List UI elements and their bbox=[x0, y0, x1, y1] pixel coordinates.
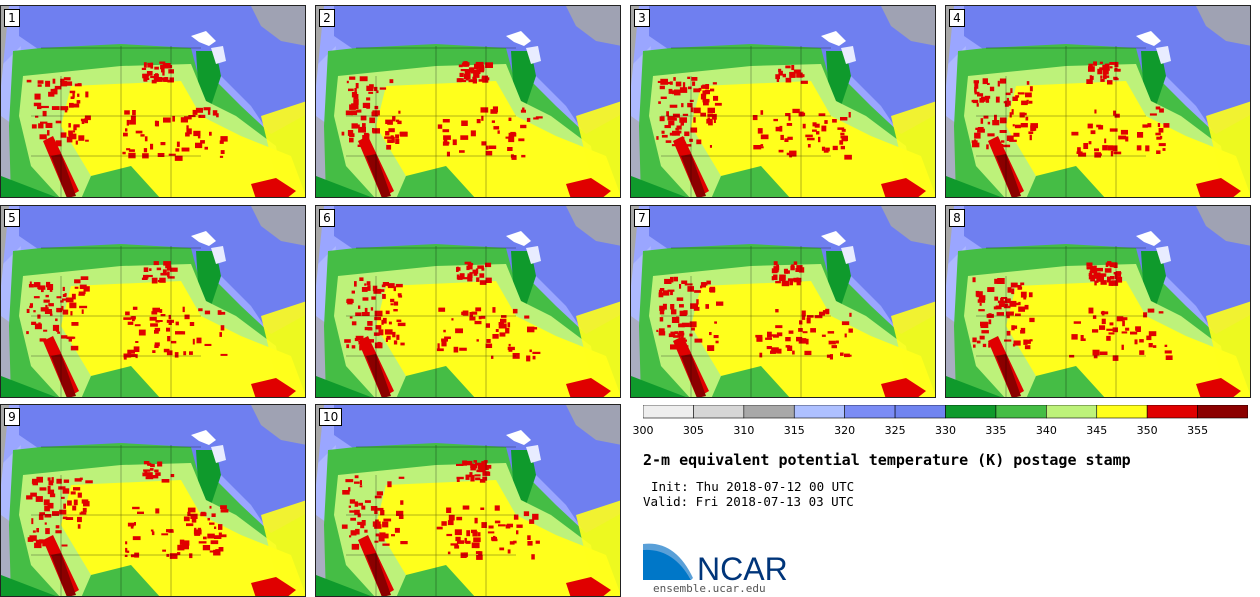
hot-spots bbox=[972, 261, 1173, 361]
member-map bbox=[946, 6, 1250, 197]
member-map bbox=[631, 6, 935, 197]
ensemble-member-panel: 3 bbox=[630, 5, 936, 198]
hot-spots bbox=[656, 261, 853, 360]
colorbar-segment bbox=[1146, 405, 1198, 419]
ncar-swoosh-icon bbox=[643, 549, 691, 580]
colorbar-tick-label: 350 bbox=[1136, 424, 1158, 437]
colorbar-tick-label: 330 bbox=[935, 424, 956, 437]
member-number-label: 10 bbox=[319, 408, 343, 426]
ensemble-member-panel: 9 bbox=[0, 404, 306, 597]
colorbar-segment bbox=[1197, 405, 1248, 419]
colorbar-tick-label: 305 bbox=[682, 424, 704, 437]
footer-url: ensemble.ucar.edu bbox=[653, 582, 766, 595]
hot-spots bbox=[26, 261, 228, 360]
colorbar-segment bbox=[894, 405, 946, 419]
colorbar-tick-label: 335 bbox=[985, 424, 1007, 437]
colorbar-tick-label: 320 bbox=[834, 424, 856, 437]
hot-spots bbox=[344, 261, 541, 362]
colorbar-tick-label: 345 bbox=[1086, 424, 1108, 437]
member-map bbox=[631, 206, 935, 397]
member-number-label: 4 bbox=[949, 9, 965, 27]
member-number-label: 9 bbox=[4, 408, 20, 426]
ensemble-member-panel: 5 bbox=[0, 205, 306, 398]
member-number-label: 3 bbox=[634, 9, 650, 27]
member-map bbox=[316, 206, 620, 397]
member-number-label: 2 bbox=[319, 9, 335, 27]
colorbar-tick-label: 310 bbox=[733, 424, 755, 437]
hot-spots bbox=[341, 61, 543, 160]
colorbar-tick-label: 340 bbox=[1035, 424, 1057, 437]
colorbar-segment bbox=[743, 405, 795, 419]
member-number-label: 7 bbox=[634, 209, 650, 227]
member-map bbox=[1, 6, 305, 197]
ensemble-member-panel: 8 bbox=[945, 205, 1251, 398]
member-number-label: 6 bbox=[319, 209, 335, 227]
colorbar-segment bbox=[693, 405, 745, 419]
hot-spots bbox=[26, 61, 228, 161]
colorbar-tick-label: 325 bbox=[884, 424, 906, 437]
member-map bbox=[1, 405, 305, 596]
ensemble-member-panel: 2 bbox=[315, 5, 621, 198]
colorbar-segment bbox=[1096, 405, 1148, 419]
ensemble-member-panel: 6 bbox=[315, 205, 621, 398]
chart-title: 2-m equivalent potential temperature (K)… bbox=[643, 451, 1131, 469]
colorbar-segment bbox=[643, 405, 694, 419]
hot-spots bbox=[341, 460, 540, 560]
valid-time: Valid: Fri 2018-07-13 03 UTC bbox=[643, 494, 854, 509]
colorbar-tick-label: 300 bbox=[632, 424, 654, 437]
hot-spots bbox=[26, 461, 229, 559]
init-time: Init: Thu 2018-07-12 00 UTC bbox=[651, 479, 855, 494]
colorbar-segment bbox=[1046, 405, 1098, 419]
colorbar-tick-label: 315 bbox=[783, 424, 805, 437]
member-map bbox=[316, 405, 620, 596]
colorbar bbox=[643, 405, 1248, 419]
member-map bbox=[1, 206, 305, 397]
member-number-label: 5 bbox=[4, 209, 20, 227]
colorbar-segment bbox=[945, 405, 997, 419]
ensemble-member-panel: 1 bbox=[0, 5, 306, 198]
member-map bbox=[316, 6, 620, 197]
colorbar-segment bbox=[844, 405, 896, 419]
member-number-label: 8 bbox=[949, 209, 965, 227]
ncar-logo: NCAR bbox=[643, 543, 788, 584]
ensemble-member-panel: 4 bbox=[945, 5, 1251, 198]
ncar-wordmark: NCAR bbox=[697, 551, 788, 584]
colorbar-segment bbox=[793, 405, 845, 419]
ensemble-member-panel: 7 bbox=[630, 205, 936, 398]
member-map bbox=[946, 206, 1250, 397]
member-number-label: 1 bbox=[4, 9, 20, 27]
ensemble-member-panel: 10 bbox=[315, 404, 621, 597]
colorbar-tick-label: 355 bbox=[1187, 424, 1209, 437]
colorbar-segment bbox=[995, 405, 1047, 419]
